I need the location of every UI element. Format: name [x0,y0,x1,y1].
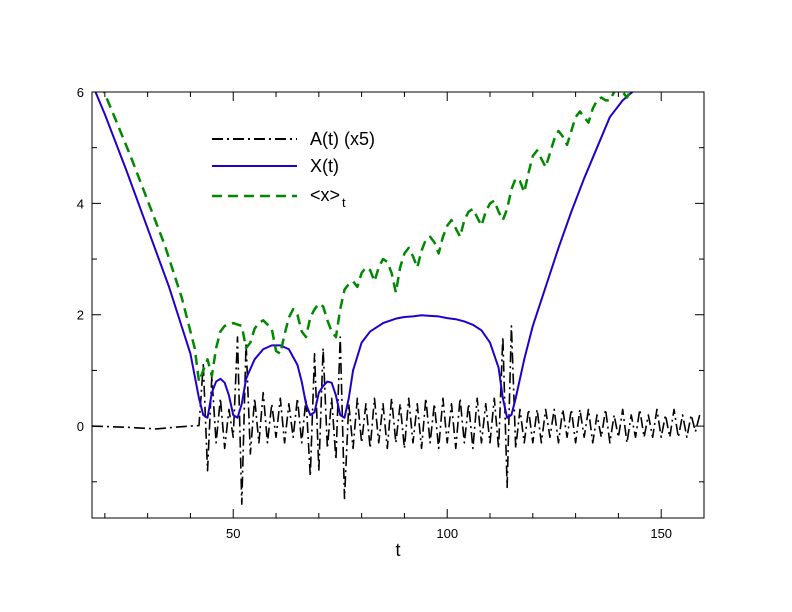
legend-label-avg-main: <x> [310,185,340,205]
axes-layer: 50 100 150 0 2 4 6 [77,85,705,541]
y-tick-label: 4 [77,196,84,211]
legend-label-x: X(t) [310,156,339,176]
legend: A(t) (x5) X(t) <x> t [212,129,375,210]
series-layer [92,92,704,505]
x-tick-label: 50 [226,526,240,541]
series-line-avg [102,92,632,383]
legend-label-avg-sub: t [342,195,346,210]
legend-label-a: A(t) (x5) [310,129,375,149]
series-line-x [94,92,634,419]
legend-label-avg: <x> t [310,185,346,210]
series-line-a [92,325,704,505]
y-tick-label: 0 [77,419,84,434]
y-tick-label: 2 [77,308,84,323]
y-tick-label: 6 [77,85,84,100]
x-tick-label: 150 [650,526,672,541]
plot-frame [91,91,705,519]
x-axis-title: t [395,540,400,560]
x-tick-label: 100 [436,526,458,541]
